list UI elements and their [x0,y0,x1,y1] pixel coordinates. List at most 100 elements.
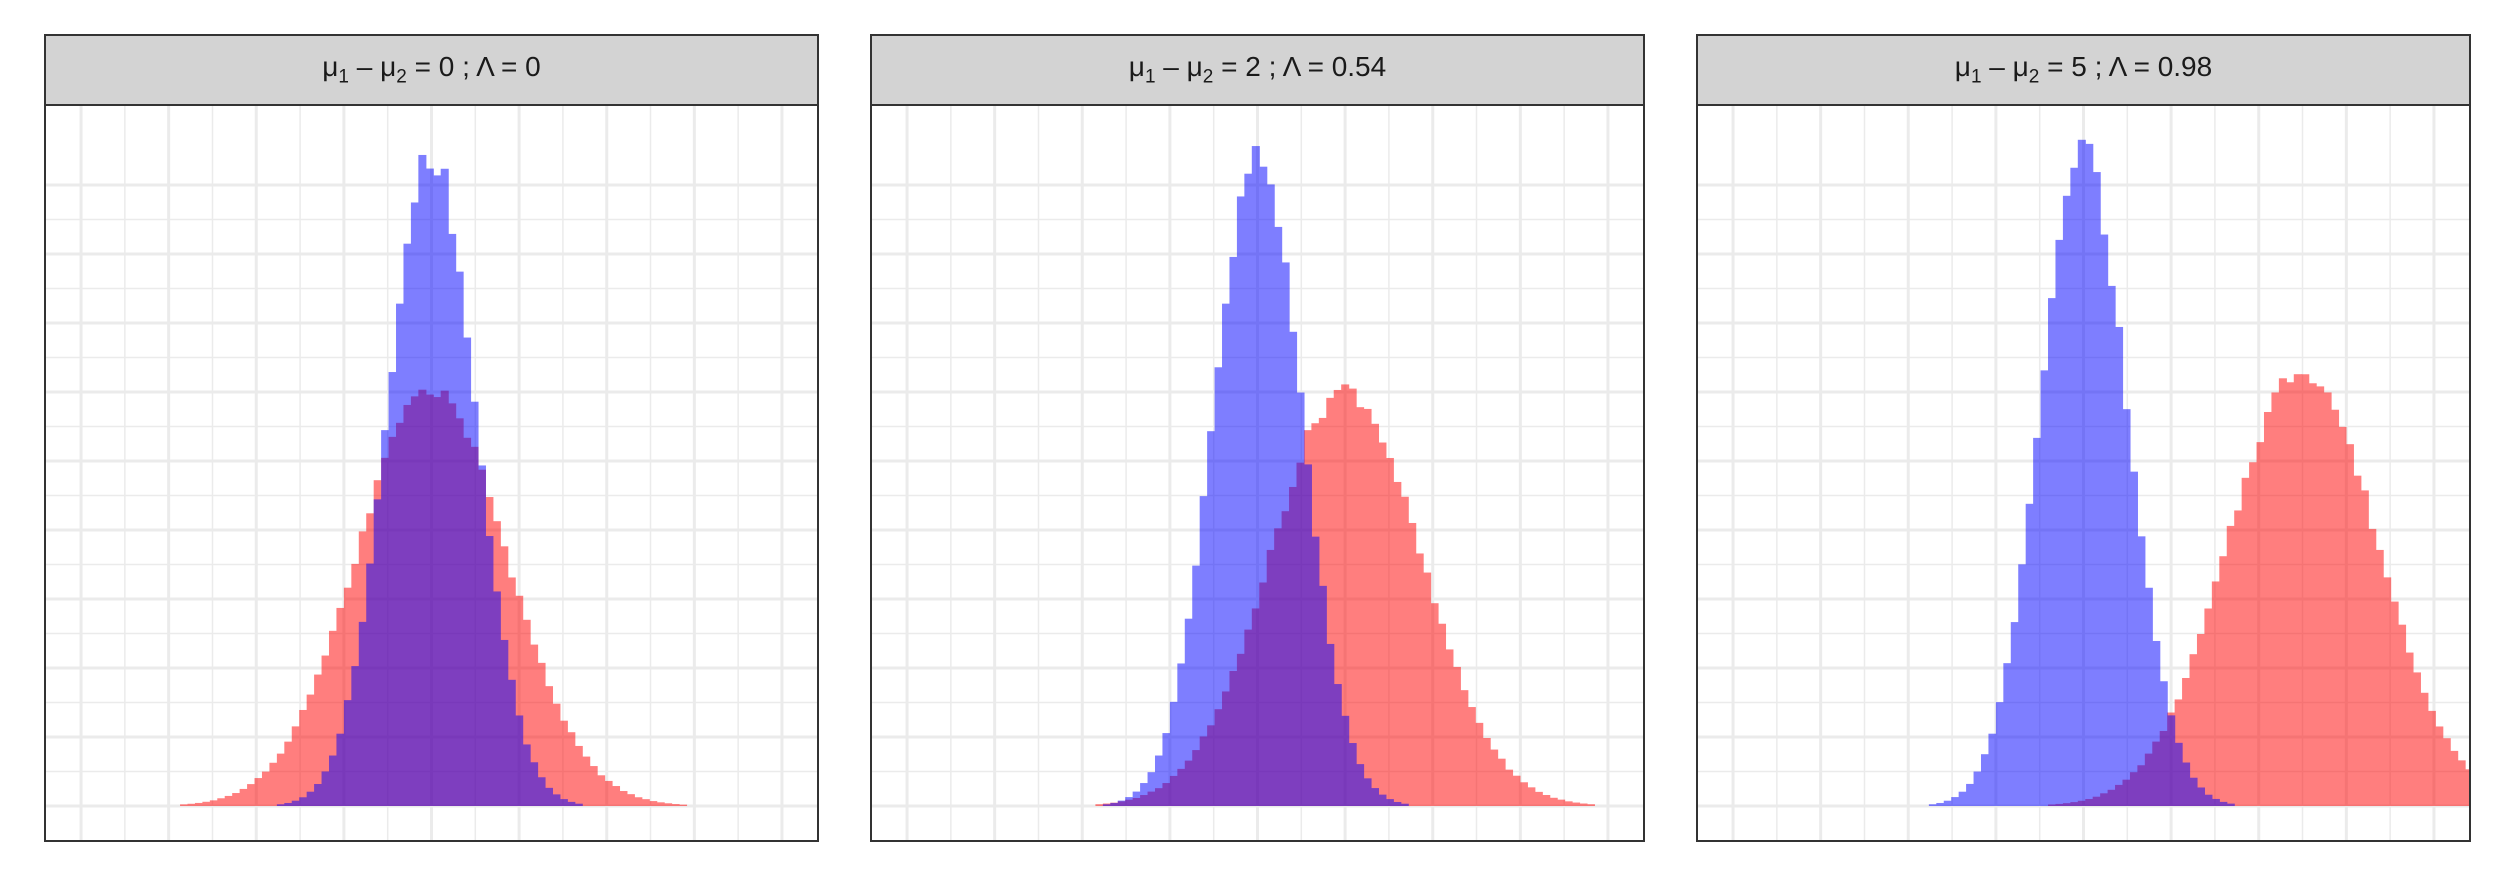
histogram-bar [522,619,531,806]
histogram-bar [1199,496,1208,806]
histogram-bar [500,639,509,806]
histogram-bar [1400,803,1409,806]
histogram-bar [1542,794,1551,806]
histogram-bar [1289,331,1298,806]
histogram-bar [1117,800,1126,806]
histogram-bar [217,798,226,806]
histogram-bar [2338,426,2347,806]
histogram-bar [299,797,308,806]
histogram-series-0 [1102,146,1409,807]
histogram-bar [1132,791,1141,806]
histogram-bar [194,802,203,806]
histogram-bar [1995,702,2004,806]
histogram-bar [2055,239,2064,806]
histogram-bar [679,804,688,806]
histogram-bar [522,744,531,806]
strip-label-3: μ1 – μ2 = 5 ; Λ = 0.98 [1954,51,2213,88]
histogram-bar [664,803,673,806]
histogram-bar [306,694,315,806]
histogram-bar [1423,572,1432,806]
histogram-bar [1505,769,1514,806]
histogram-bar [2003,663,2012,806]
histogram-bar [373,499,382,806]
histogram-bar [1370,423,1380,806]
histogram-bar [1303,464,1312,806]
histogram-bar [1110,802,1119,806]
histogram-bar [1318,585,1327,806]
histogram-bar [2152,640,2161,806]
histogram-bar [611,786,621,806]
histogram-bar [2234,510,2243,806]
histogram-bar [574,803,583,806]
histogram-bar [187,803,196,806]
histogram-bar [2033,437,2042,806]
histogram-bar [1162,733,1171,806]
histogram-bar [1408,522,1417,806]
histogram-bar [336,607,345,806]
histogram-bar [492,591,501,806]
histogram-bar [2427,710,2436,806]
histogram-plot-3 [1698,106,2469,840]
histogram-bar [2204,794,2213,806]
histogram-bar [574,745,583,806]
histogram-bar [1475,722,1484,806]
histogram-bar [2196,633,2206,806]
histogram-bar [544,686,554,806]
histogram-bar [209,800,218,806]
histogram-bar [314,674,323,806]
histogram-bar [2100,234,2109,807]
histogram-bar [1467,707,1476,806]
histogram-bar [2107,285,2116,807]
histogram-bar [247,784,256,806]
histogram-bar [2442,738,2451,806]
histogram-bar [1222,303,1231,806]
histogram-bar [202,801,211,806]
histogram-bar [2249,462,2258,806]
histogram-bar [2219,556,2228,806]
histogram-bar [2189,654,2198,806]
histogram-bar [1393,481,1402,806]
histogram-bar [254,778,263,806]
histogram-bar [649,801,658,806]
histogram-bar [1326,397,1335,806]
histogram-bar [2182,762,2191,806]
histogram-bar [2018,564,2027,806]
strip-label-2: μ1 – μ2 = 2 ; Λ = 0.54 [1128,51,1387,88]
histogram-bar [1928,804,1937,806]
histogram-bar [1393,801,1402,806]
histogram-bar [358,621,367,806]
histogram-bar [1445,649,1454,806]
histogram-series-0 [1928,139,2235,807]
histogram-bar [1958,791,1967,806]
histogram-bar [567,801,576,806]
histogram-bar [1095,804,1104,806]
histogram-bar [2137,536,2146,806]
histogram-bar [1512,775,1521,806]
histogram-bar [2010,622,2019,806]
histogram-bar [2331,409,2340,806]
histogram-bar [1497,758,1506,806]
histogram-bar [180,804,189,806]
histogram-bar [2129,471,2138,806]
histogram-bar [1557,799,1566,806]
histogram-bar [1973,771,1982,806]
histogram-bar [1586,804,1595,806]
histogram-bar [2316,386,2325,806]
histogram-bar [2167,715,2176,806]
histogram-bar [2323,392,2332,806]
facet-strip-1: μ1 – μ2 = 0 ; Λ = 0 [46,36,817,106]
histogram-bar [1363,408,1372,806]
histogram-bar [239,788,248,806]
histogram-bar [1966,783,1975,806]
histogram-bar [1236,196,1245,806]
histogram-bar [641,799,650,806]
histogram-bar [328,755,338,806]
histogram-bar [2048,298,2057,806]
histogram-bar [589,766,598,806]
histogram-bar [381,430,390,806]
histogram-bar [2286,382,2295,806]
histogram-bar [552,703,561,806]
histogram-bar [1936,802,1945,806]
histogram-bar [261,771,271,806]
histogram-bar [455,271,464,806]
